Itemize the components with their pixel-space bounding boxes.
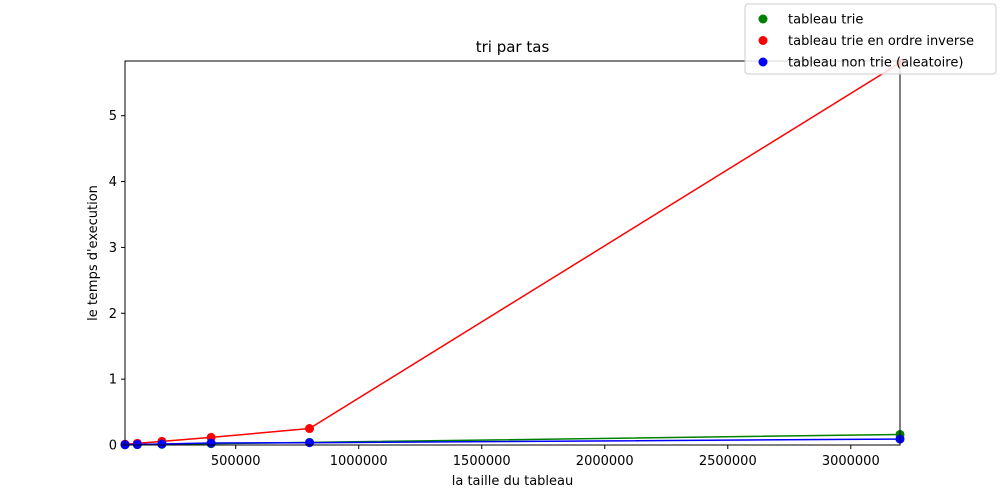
y-tick-label: 2: [109, 307, 117, 322]
x-tick-label: 500000: [211, 454, 261, 469]
y-tick-label: 3: [109, 241, 117, 256]
legend-marker: [758, 57, 768, 67]
series-2-point: [157, 439, 167, 449]
series-1-point: [305, 424, 315, 434]
x-axis-label: la taille du tableau: [452, 474, 574, 489]
x-tick-label: 2000000: [576, 454, 634, 469]
x-tick-label: 1000000: [330, 454, 388, 469]
series-2-point: [132, 439, 142, 449]
axes-frame: [124, 60, 901, 446]
x-tick-label: 1500000: [453, 454, 511, 469]
y-tick-label: 4: [109, 175, 117, 190]
legend: tableau trie tableau trie en ordre invers…: [744, 3, 997, 75]
y-axis-label: le temps d'execution: [86, 185, 101, 321]
legend-box: [744, 3, 997, 75]
legend-entry-label: tableau trie: [788, 13, 863, 28]
x-tick-label: 2500000: [699, 454, 757, 469]
legend-marker: [758, 36, 768, 45]
legend-entry-label: tableau non trie (aleatoire): [788, 56, 963, 71]
series-2-point: [305, 438, 315, 448]
x-tick-label: 3000000: [822, 454, 880, 469]
legend-marker: [758, 14, 768, 24]
y-tick-label: 5: [109, 109, 117, 124]
y-tick-label: 0: [109, 439, 117, 454]
chart-title: tri par tas: [476, 38, 550, 56]
series-2-point: [206, 438, 216, 448]
legend-entry-label: tableau trie en ordre inverse: [788, 34, 974, 49]
y-tick-label: 1: [109, 373, 117, 388]
